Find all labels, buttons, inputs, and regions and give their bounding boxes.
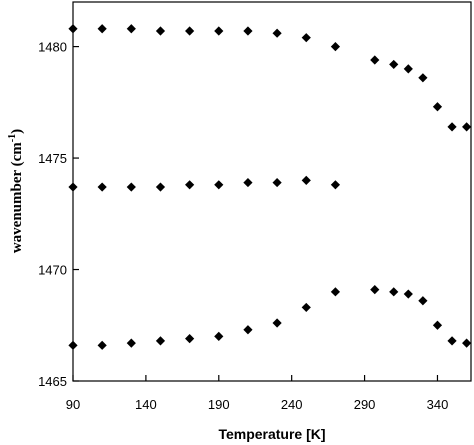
data-point-series-3 [126,338,136,348]
data-point-series-2 [272,177,282,188]
data-point-series-1 [370,55,380,65]
data-point-series-2 [243,177,253,188]
data-point-series-3 [432,320,443,330]
x-tick-label: 240 [281,397,303,412]
y-tick-label: 1475 [38,151,67,166]
data-point-series-3 [243,325,253,335]
x-axis-ticks: 90 140 190 240 290 340 [66,375,449,412]
data-point-series-3 [330,287,341,297]
data-point-series-2 [185,180,195,190]
data-point-series-2 [97,182,107,192]
data-point-series-3 [403,289,413,299]
data-point-series-3 [447,336,457,346]
data-point-series-1 [126,24,136,34]
data-point-series-1 [185,26,195,36]
data-point-series-3 [462,338,472,348]
y-tick-label: 1480 [38,40,67,55]
plot-frame [72,1,472,382]
data-point-series-3 [301,302,311,313]
data-point-series-1 [462,122,472,132]
data-point-series-3 [272,318,282,328]
data-point-series-1 [389,59,399,70]
x-tick-label: 340 [427,397,449,412]
y-tick-label: 1465 [38,374,67,389]
x-axis-title: Temperature [K] [218,426,325,442]
data-point-series-2 [68,182,78,192]
data-point-series-2 [214,180,224,190]
data-point-series-1 [97,24,107,34]
data-point-series-1 [418,73,428,83]
data-point-series-2 [330,180,341,190]
x-tick-label: 140 [135,397,157,412]
data-point-series-3 [68,340,78,350]
data-point-series-3 [418,296,428,306]
data-point-series-3 [97,340,107,350]
y-axis-title-suffix: ) [9,129,25,134]
x-tick-label: 290 [354,397,376,412]
data-point-series-1 [214,26,224,36]
y-axis-title-main: wavenumber (cm [9,142,25,253]
y-axis-title: wavenumber (cm-1) [7,129,25,253]
data-point-series-1 [447,122,457,132]
data-point-series-1 [68,24,78,34]
data-point-series-3 [185,334,195,344]
y-axis-title-superscript: -1 [7,134,18,142]
x-tick-label: 190 [208,397,230,412]
data-point-series-1 [330,41,341,52]
y-tick-label: 1470 [38,263,67,278]
x-tick-label: 90 [66,397,80,412]
data-point-series-1 [301,33,311,43]
data-point-series-2 [301,175,311,185]
data-point-series-1 [155,26,166,36]
data-point-series-3 [389,287,399,297]
data-points [68,24,472,350]
data-point-series-3 [155,336,166,346]
data-point-series-1 [432,102,443,112]
data-point-series-2 [155,182,166,192]
data-point-series-2 [126,182,136,192]
data-point-series-3 [370,284,380,295]
data-point-series-1 [403,64,413,74]
data-point-series-1 [243,26,253,36]
data-point-series-1 [272,28,282,38]
data-point-series-3 [214,331,224,342]
y-axis-ticks: 1465 1470 1475 1480 [38,40,79,389]
